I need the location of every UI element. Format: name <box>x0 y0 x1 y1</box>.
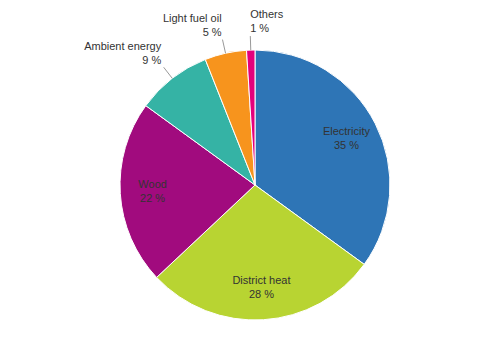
svg-text:Wood22 %: Wood22 % <box>138 178 167 204</box>
svg-text:District heat28 %: District heat28 % <box>232 274 290 300</box>
svg-text:Ambient energy9 %: Ambient energy9 % <box>84 40 162 66</box>
svg-text:Others1 %: Others1 % <box>250 8 284 34</box>
svg-text:Electricity35 %: Electricity35 % <box>323 125 371 151</box>
svg-text:Light fuel oil5 %: Light fuel oil5 % <box>163 12 222 38</box>
